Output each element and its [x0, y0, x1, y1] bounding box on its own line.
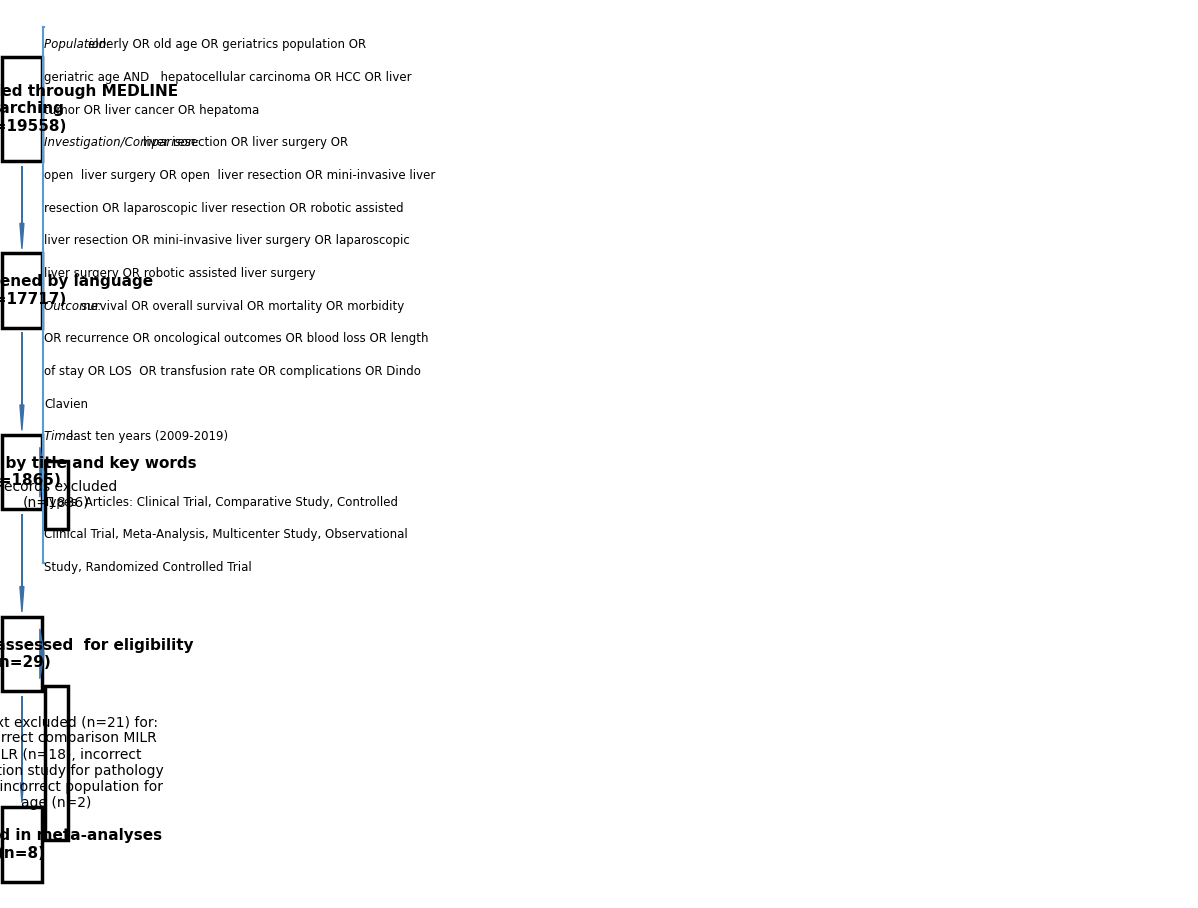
FancyBboxPatch shape	[20, 332, 23, 405]
Text: Investigation/Comparison:: Investigation/Comparison:	[44, 136, 207, 149]
Text: OR recurrence OR oncological outcomes OR blood loss OR length: OR recurrence OR oncological outcomes OR…	[44, 332, 429, 345]
Polygon shape	[20, 405, 24, 430]
Text: resection OR laparoscopic liver resection OR robotic assisted: resection OR laparoscopic liver resectio…	[44, 202, 404, 214]
Text: open  liver surgery OR open  liver resection OR mini-invasive liver: open liver surgery OR open liver resecti…	[44, 169, 436, 182]
Text: Records identified through MEDLINE
searching
(n=19558): Records identified through MEDLINE searc…	[0, 84, 179, 133]
FancyBboxPatch shape	[44, 460, 67, 528]
FancyBboxPatch shape	[40, 640, 42, 667]
Polygon shape	[40, 448, 44, 498]
Text: liver resection OR mini-invasive liver surgery OR laparoscopic: liver resection OR mini-invasive liver s…	[44, 234, 410, 247]
FancyBboxPatch shape	[2, 617, 42, 691]
Text: Records screened by language
(n=17717): Records screened by language (n=17717)	[0, 274, 153, 307]
Text: geriatric age AND   hepatocellular carcinoma OR HCC OR liver: geriatric age AND hepatocellular carcino…	[44, 71, 412, 84]
Text: liver surgery OR robotic assisted liver surgery: liver surgery OR robotic assisted liver …	[44, 267, 316, 280]
FancyBboxPatch shape	[22, 696, 23, 783]
FancyBboxPatch shape	[40, 459, 42, 486]
Text: elderly OR old age OR geriatrics population OR: elderly OR old age OR geriatrics populat…	[89, 38, 367, 51]
Text: Study included in meta-analyses
(n=8): Study included in meta-analyses (n=8)	[0, 828, 162, 861]
Text: Clinical Trial, Meta-Analysis, Multicenter Study, Observational: Clinical Trial, Meta-Analysis, Multicent…	[44, 528, 409, 541]
Text: Records screened by title and key words
(n=1865): Records screened by title and key words …	[0, 456, 196, 489]
Text: tumor OR liver cancer OR hepatoma: tumor OR liver cancer OR hepatoma	[44, 104, 260, 116]
Text: of stay OR LOS  OR transfusion rate OR complications OR Dindo: of stay OR LOS OR transfusion rate OR co…	[44, 365, 420, 378]
Polygon shape	[40, 628, 44, 678]
Text: Outcome:: Outcome:	[44, 300, 109, 312]
Polygon shape	[20, 587, 24, 612]
Text: Population:: Population:	[44, 38, 115, 51]
Text: Types  Articles: Clinical Trial, Comparative Study, Controlled: Types Articles: Clinical Trial, Comparat…	[44, 496, 398, 508]
FancyBboxPatch shape	[2, 253, 42, 328]
FancyBboxPatch shape	[2, 807, 42, 882]
Text: Clavien: Clavien	[44, 398, 89, 410]
Polygon shape	[20, 783, 23, 803]
Text: Study, Randomized Controlled Trial: Study, Randomized Controlled Trial	[44, 561, 252, 574]
Text: Full text excluded (n=21) for:
Not correct comparison MILR
vs OLR (n=18), incorr: Full text excluded (n=21) for: Not corre…	[0, 716, 163, 810]
Text: Records excluded
(n=1836): Records excluded (n=1836)	[0, 479, 117, 510]
FancyBboxPatch shape	[20, 165, 23, 223]
Text: liver resection OR liver surgery OR: liver resection OR liver surgery OR	[143, 136, 349, 149]
FancyBboxPatch shape	[2, 56, 42, 161]
FancyBboxPatch shape	[20, 514, 23, 587]
Text: last ten years (2009-2019): last ten years (2009-2019)	[69, 430, 228, 443]
FancyBboxPatch shape	[44, 686, 67, 840]
Text: Full text articles assessed  for eligibility
(n=29): Full text articles assessed for eligibil…	[0, 637, 194, 670]
Text: survival OR overall survival OR mortality OR morbidity: survival OR overall survival OR mortalit…	[80, 300, 404, 312]
FancyBboxPatch shape	[2, 435, 42, 509]
Text: Time:: Time:	[44, 430, 85, 443]
Polygon shape	[20, 223, 24, 249]
